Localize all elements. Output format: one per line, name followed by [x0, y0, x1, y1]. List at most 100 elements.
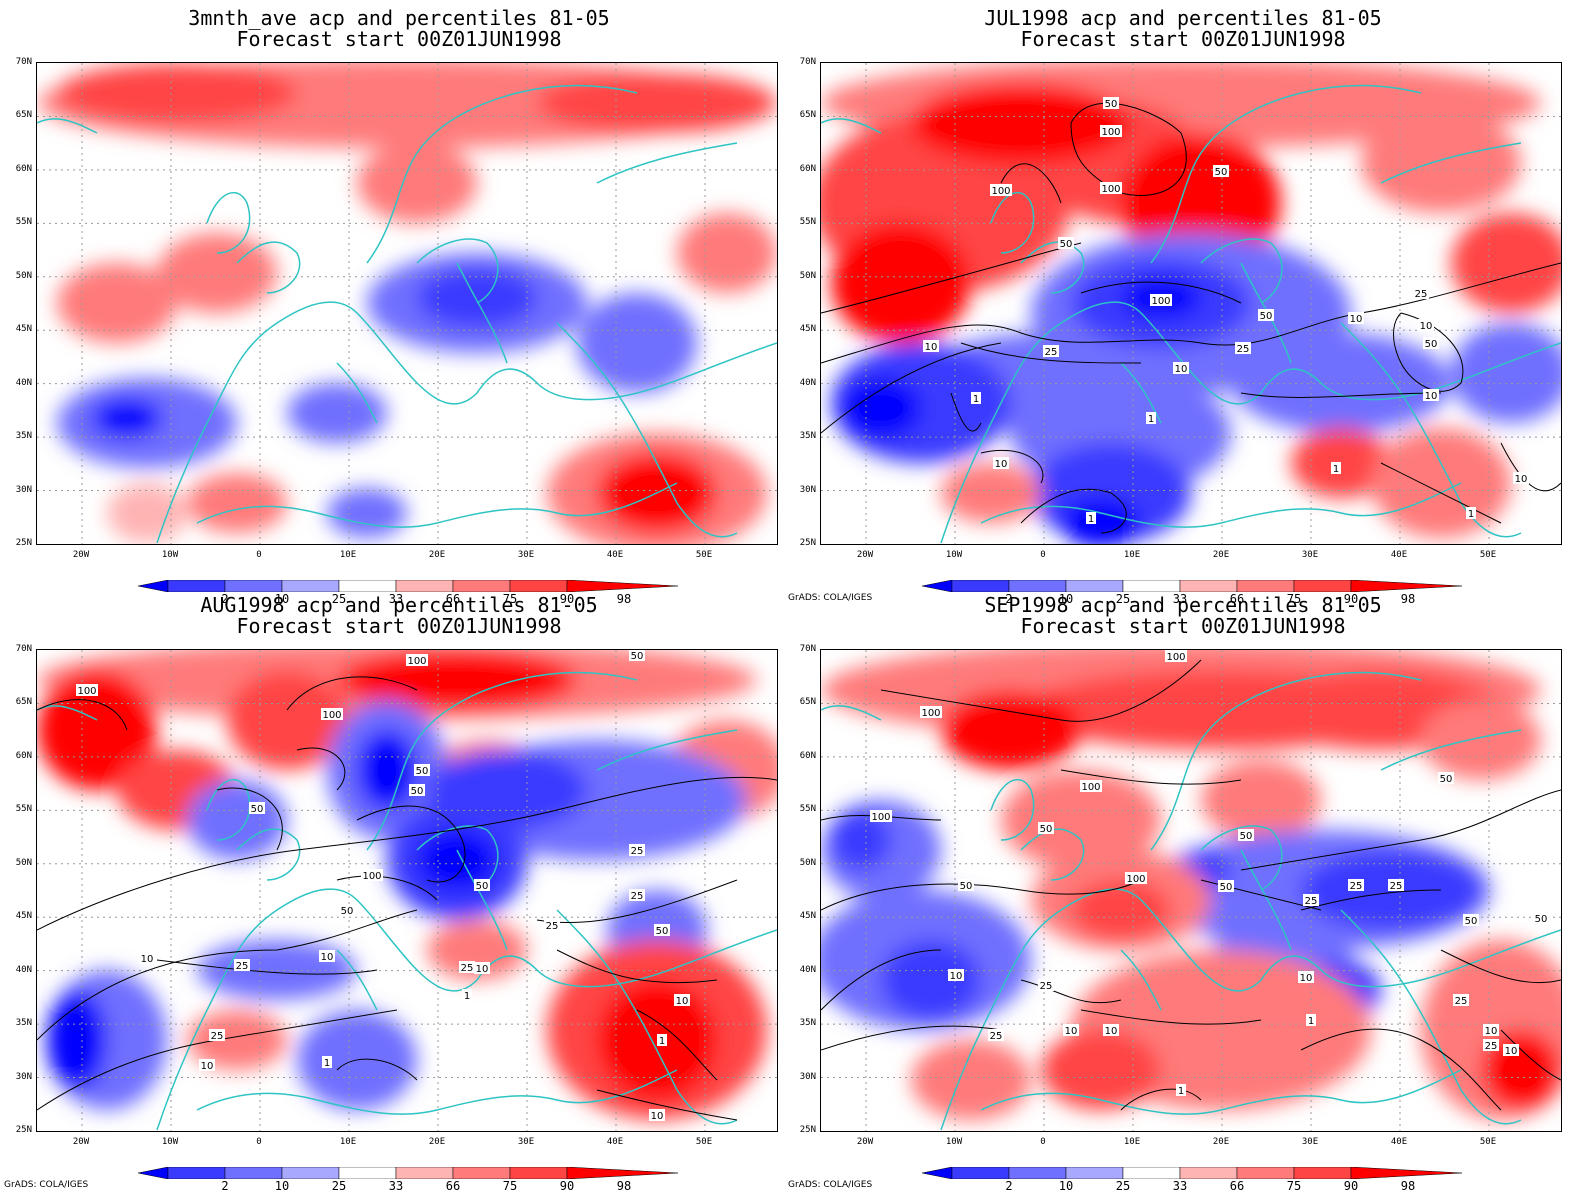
coastline: [940, 301, 1561, 544]
contour-label-bg: [139, 952, 155, 964]
contour-label: 1: [1178, 1086, 1184, 1097]
shading-region: [1371, 428, 1511, 538]
lat-tick-label: 65N: [15, 110, 32, 121]
map-panel-4: SEP1998 acp and percentiles 81-05 Forecas…: [784, 587, 1582, 1193]
lat-tick-label: 30N: [799, 1071, 816, 1082]
contour-label: 100: [322, 710, 341, 721]
coastline: [456, 262, 508, 364]
shading-region: [357, 730, 417, 810]
shading-region: [287, 383, 387, 443]
shading-region: [327, 488, 407, 538]
contour-label-bg: [409, 784, 425, 796]
coastline: [37, 118, 98, 134]
contour-line: [216, 787, 283, 851]
contour-label: 25: [1485, 1041, 1498, 1052]
shading-region: [841, 378, 921, 438]
colorbar-label: 33: [1172, 592, 1188, 606]
coastline: [336, 362, 378, 424]
contour-label: 25: [631, 846, 644, 857]
contour-label: 1: [1308, 1016, 1314, 1027]
lon-tick-label: 0: [1040, 550, 1046, 560]
contour-line: [821, 879, 1142, 911]
shading-region: [537, 73, 777, 133]
map-svg: 50 100 100 100 50 50 100 25 10 50 10 25 10 1 1 10 1 10 1 10…: [821, 63, 1561, 544]
lat-tick-label: 40N: [15, 377, 32, 388]
contour-line: [950, 392, 982, 432]
colorbar-label: 66: [445, 592, 461, 606]
contour-label-bg: [1306, 1014, 1316, 1026]
coastline: [940, 888, 1561, 1131]
contour-label-bg: [1176, 1084, 1186, 1096]
lon-tick-label: 10W: [945, 550, 963, 560]
contour-line: [1080, 1009, 1262, 1025]
map-plot-area: [36, 62, 778, 545]
lon-tick-label: 20E: [1212, 1137, 1230, 1147]
shading-region: [1201, 760, 1321, 840]
shading-region: [57, 63, 297, 123]
contour-line: [37, 699, 128, 731]
contour-label: 50: [1535, 914, 1548, 925]
colorbar-swatch: [1008, 1166, 1067, 1180]
lat-tick-label: 50N: [799, 857, 816, 868]
contour-label-bg: [339, 904, 355, 916]
contour-label: 100: [1081, 782, 1100, 793]
contour-label-bg: [920, 706, 942, 718]
contour-label-bg: [322, 1056, 332, 1068]
coastline: [416, 238, 499, 304]
shading-region: [92, 398, 162, 438]
lon-tick-label: 30E: [1301, 1137, 1319, 1147]
contour-line: [37, 909, 418, 1041]
colorbar-swatch: [395, 1166, 454, 1180]
lon-tick-label: 20E: [1212, 550, 1230, 560]
contour-label: 1: [659, 1036, 665, 1047]
shading-region: [831, 223, 971, 343]
contour-label-bg: [1058, 237, 1074, 249]
shading-region: [1001, 770, 1161, 870]
lat-tick-label: 55N: [799, 804, 816, 815]
lat-tick-label: 70N: [799, 644, 816, 654]
contour-label-bg: [1165, 650, 1187, 662]
colorbar-label: 66: [1229, 592, 1245, 606]
contour-line: [880, 659, 1202, 722]
colorbar-label: 10: [1058, 1179, 1074, 1193]
coastline: [236, 828, 301, 881]
contour-line: [37, 776, 777, 931]
lon-tick-label: 40E: [606, 550, 624, 560]
contour-label-bg: [76, 684, 98, 696]
shading-region: [1041, 1030, 1161, 1110]
contour-label: 50: [1215, 167, 1228, 178]
shading-region: [47, 990, 107, 1090]
colorbar-label: 2: [221, 592, 229, 606]
contour-label: 25: [1237, 344, 1250, 355]
colorbar-swatch: [1350, 579, 1463, 593]
lat-tick-label: 25N: [15, 538, 32, 548]
colorbar-label: 33: [388, 592, 404, 606]
contour-label: 100: [1151, 296, 1170, 307]
contour-label: 10: [651, 1111, 664, 1122]
shading-region: [911, 1040, 1031, 1120]
contour-label-bg: [1423, 337, 1439, 349]
lat-tick-label: 60N: [15, 163, 32, 174]
coastline: [821, 118, 882, 134]
coastline: [1020, 241, 1085, 294]
coastline: [556, 322, 738, 538]
colorbar-label: 25: [331, 1179, 347, 1193]
lon-tick-label: 0: [256, 550, 262, 560]
contour-label: 10: [1105, 1026, 1118, 1037]
lat-tick-label: 40N: [15, 964, 32, 975]
coastline: [990, 191, 1035, 254]
contour-label-bg: [361, 869, 383, 881]
shading-region: [417, 268, 537, 328]
contour-label-bg: [406, 654, 428, 666]
contour-line: [336, 1058, 418, 1081]
contour-label: 50: [1465, 916, 1478, 927]
contour-line: [636, 1009, 718, 1081]
colorbar-swatch: [509, 1166, 568, 1180]
contour-label-bg: [1438, 772, 1454, 784]
shading-region: [107, 483, 187, 543]
contour-line: [1060, 769, 1242, 785]
shading-region: [1451, 323, 1561, 423]
contour-label: 25: [1415, 289, 1428, 300]
coastline: [596, 729, 738, 771]
colorbar-label: 2: [1005, 1179, 1013, 1193]
